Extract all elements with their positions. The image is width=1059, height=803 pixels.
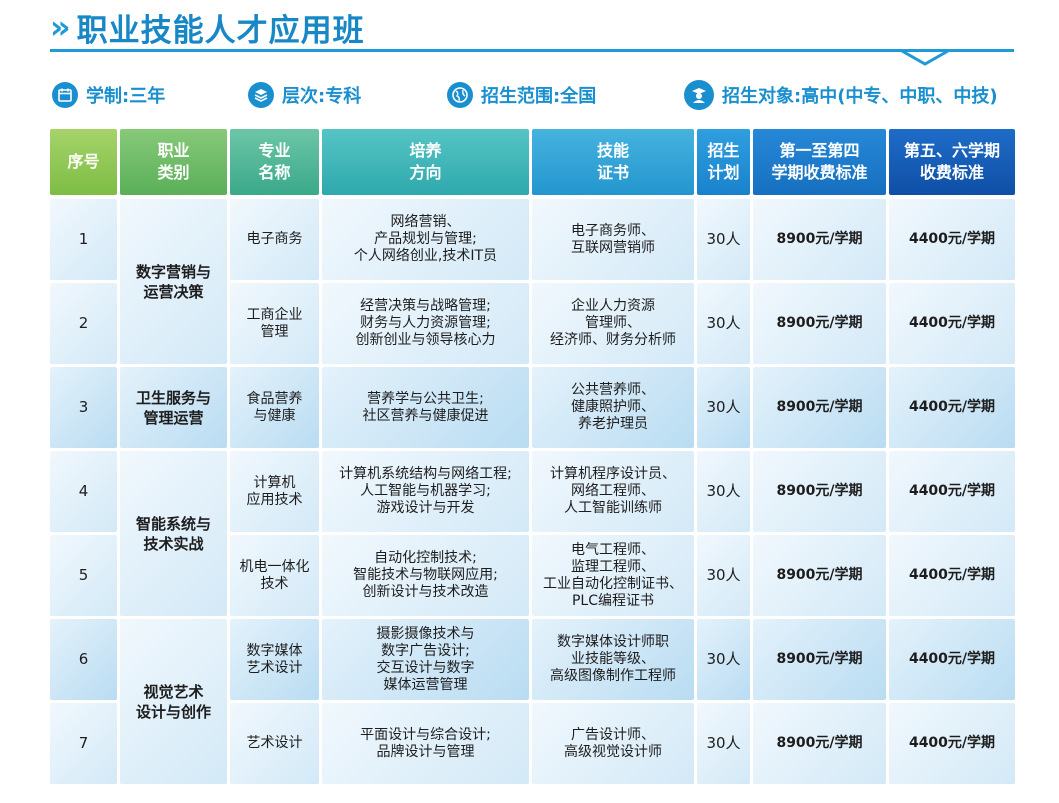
skill-certificate: 电气工程师、 监理工程师、 工业自动化控制证书、 PLC编程证书 xyxy=(532,535,694,616)
major-name: 电子商务 xyxy=(230,199,319,280)
col-header-certificate: 技能 证书 xyxy=(532,129,694,195)
globe-icon xyxy=(447,82,473,108)
header-rule xyxy=(50,49,1014,52)
fee-semester-1-4: 8900元/学期 xyxy=(753,199,886,280)
enrollment-plan: 30人 xyxy=(697,283,750,364)
fee-semester-5-6: 4400元/学期 xyxy=(889,703,1015,784)
skill-certificate: 广告设计师、 高级视觉设计师 xyxy=(532,703,694,784)
program-table: 序号 职业 类别 专业 名称 培养 方向 技能 证书 招生 计划 第一至第四 学… xyxy=(50,129,1016,784)
table-header-row: 序号 职业 类别 专业 名称 培养 方向 技能 证书 招生 计划 第一至第四 学… xyxy=(50,129,1016,195)
career-category: 卫生服务与 管理运营 xyxy=(120,367,227,448)
col-header-no: 序号 xyxy=(50,129,117,195)
enrollment-plan: 30人 xyxy=(697,199,750,280)
col-header-major: 专业 名称 xyxy=(230,129,319,195)
info-scope: 招生范围:全国 xyxy=(447,80,596,110)
training-direction: 经营决策与战略管理; 财务与人力资源管理; 创新创业与领导核心力 xyxy=(322,283,529,364)
row-number: 1 xyxy=(50,199,117,280)
training-direction: 摄影摄像技术与 数字广告设计; 交互设计与数字 媒体运营管理 xyxy=(322,619,529,700)
fee-semester-5-6: 4400元/学期 xyxy=(889,619,1015,700)
training-direction: 计算机系统结构与网络工程; 人工智能与机器学习; 游戏设计与开发 xyxy=(322,451,529,532)
fee-semester-1-4: 8900元/学期 xyxy=(753,535,886,616)
calendar-icon xyxy=(52,82,78,108)
fee-semester-1-4: 8900元/学期 xyxy=(753,703,886,784)
enrollment-plan: 30人 xyxy=(697,703,750,784)
rule-notch-icon xyxy=(901,51,949,66)
fee-semester-5-6: 4400元/学期 xyxy=(889,199,1015,280)
fee-semester-1-4: 8900元/学期 xyxy=(753,367,886,448)
double-chevron-icon: » xyxy=(50,8,71,46)
row-number: 2 xyxy=(50,283,117,364)
row-number: 6 xyxy=(50,619,117,700)
career-category: 数字营销与 运营决策 xyxy=(120,199,227,364)
info-duration: 学制:三年 xyxy=(52,80,165,110)
major-name: 数字媒体 艺术设计 xyxy=(230,619,319,700)
skill-certificate: 计算机程序设计员、 网络工程师、 人工智能训练师 xyxy=(532,451,694,532)
col-header-fee-5-6: 第五、六学期 收费标准 xyxy=(889,129,1015,195)
row-number: 4 xyxy=(50,451,117,532)
layers-icon xyxy=(248,82,274,108)
col-header-direction: 培养 方向 xyxy=(322,129,529,195)
row-number: 3 xyxy=(50,367,117,448)
major-name: 艺术设计 xyxy=(230,703,319,784)
row-number: 7 xyxy=(50,703,117,784)
major-name: 机电一体化 技术 xyxy=(230,535,319,616)
major-name: 食品营养 与健康 xyxy=(230,367,319,448)
skill-certificate: 电子商务师、 互联网营销师 xyxy=(532,199,694,280)
enrollment-plan: 30人 xyxy=(697,367,750,448)
info-scope-text: 招生范围:全国 xyxy=(481,86,597,107)
page-header: » 职业技能人才应用班 xyxy=(50,4,365,50)
major-name: 计算机 应用技术 xyxy=(230,451,319,532)
fee-semester-1-4: 8900元/学期 xyxy=(753,451,886,532)
fee-semester-5-6: 4400元/学期 xyxy=(889,283,1015,364)
fee-semester-1-4: 8900元/学期 xyxy=(753,283,886,364)
training-direction: 网络营销、 产品规划与管理; 个人网络创业,技术IT员 xyxy=(322,199,529,280)
fee-semester-5-6: 4400元/学期 xyxy=(889,535,1015,616)
fee-semester-5-6: 4400元/学期 xyxy=(889,367,1015,448)
info-target-text: 招生对象:高中(中专、中职、中技) xyxy=(722,86,998,107)
info-duration-text: 学制:三年 xyxy=(86,86,166,107)
student-icon xyxy=(684,80,714,110)
enrollment-plan: 30人 xyxy=(697,451,750,532)
major-name: 工商企业 管理 xyxy=(230,283,319,364)
career-category: 视觉艺术 设计与创作 xyxy=(120,619,227,784)
skill-certificate: 公共营养师、 健康照护师、 养老护理员 xyxy=(532,367,694,448)
info-level: 层次:专科 xyxy=(248,80,361,110)
training-direction: 平面设计与综合设计; 品牌设计与管理 xyxy=(322,703,529,784)
info-level-text: 层次:专科 xyxy=(282,86,362,107)
table-body: 1 电子商务 网络营销、 产品规划与管理; 个人网络创业,技术IT员 电子商务师、 互… xyxy=(50,199,1016,787)
fee-semester-5-6: 4400元/学期 xyxy=(889,451,1015,532)
enrollment-plan: 30人 xyxy=(697,535,750,616)
row-number: 5 xyxy=(50,535,117,616)
enrollment-plan: 30人 xyxy=(697,619,750,700)
col-header-plan: 招生 计划 xyxy=(697,129,750,195)
training-direction: 自动化控制技术; 智能技术与物联网应用; 创新设计与技术改造 xyxy=(322,535,529,616)
info-target: 招生对象:高中(中专、中职、中技) xyxy=(684,80,998,110)
col-header-fee-1-4: 第一至第四 学期收费标准 xyxy=(753,129,886,195)
col-header-category: 职业 类别 xyxy=(120,129,227,195)
skill-certificate: 企业人力资源 管理师、 经济师、财务分析师 xyxy=(532,283,694,364)
skill-certificate: 数字媒体设计师职 业技能等级、 高级图像制作工程师 xyxy=(532,619,694,700)
career-category: 智能系统与 技术实战 xyxy=(120,451,227,616)
training-direction: 营养学与公共卫生; 社区营养与健康促进 xyxy=(322,367,529,448)
fee-semester-1-4: 8900元/学期 xyxy=(753,619,886,700)
page-title: 职业技能人才应用班 xyxy=(76,12,365,49)
